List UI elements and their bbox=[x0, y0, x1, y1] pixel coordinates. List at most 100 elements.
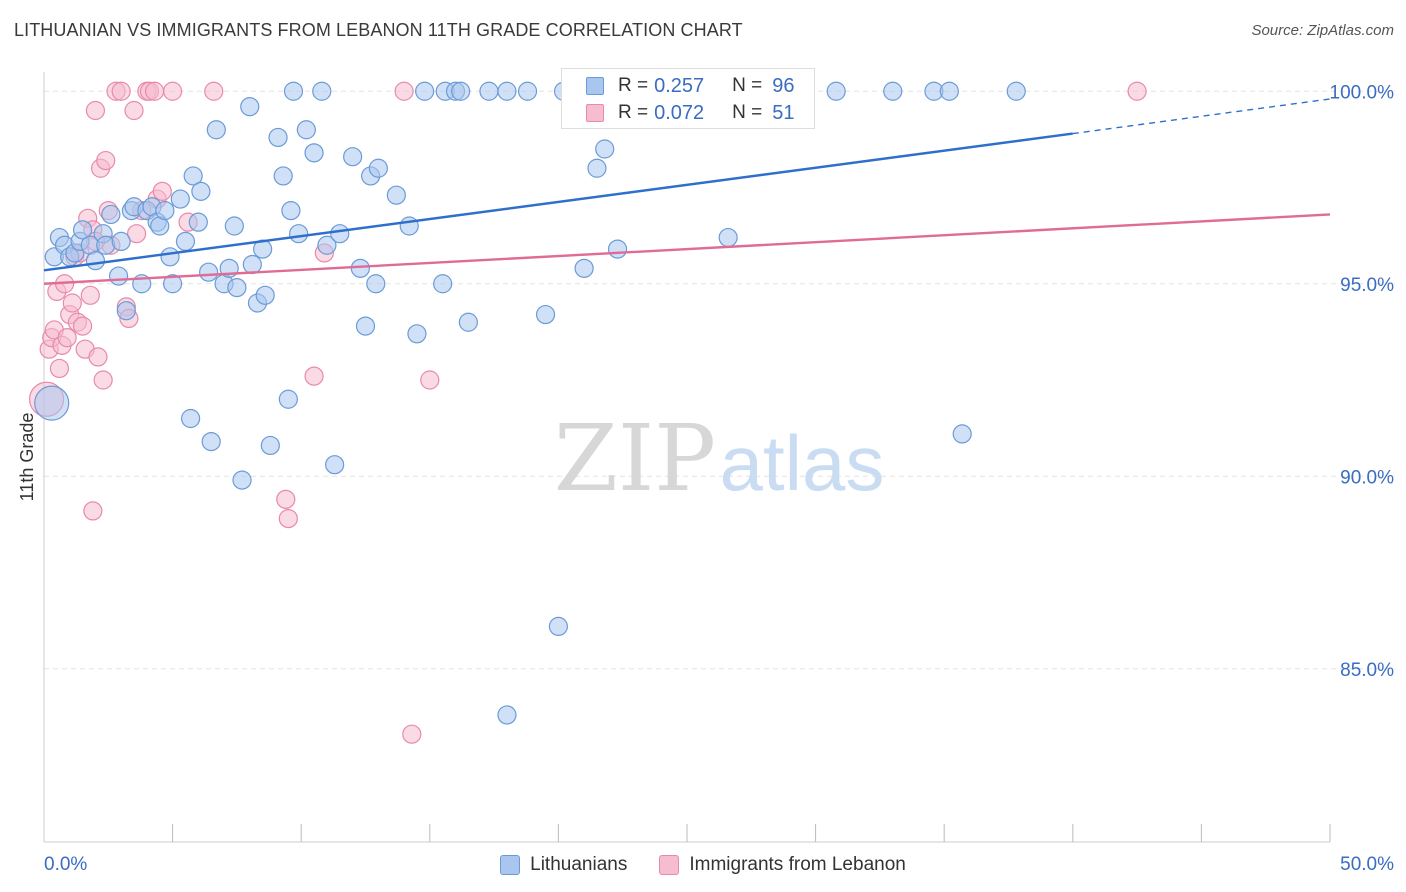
lithuanians-point-32 bbox=[199, 262, 219, 282]
lebanon-point-46 bbox=[394, 81, 414, 101]
lithuanians-point-76 bbox=[535, 304, 556, 325]
lithuanians-point-63 bbox=[368, 158, 388, 178]
lithuanians-trend-line bbox=[43, 132, 1073, 272]
y-tick-label-2: 90.0% bbox=[1340, 467, 1394, 488]
legend-label-lebanon: Immigrants from Lebanon bbox=[689, 854, 906, 875]
stats-r-value-lithuanians: 0.257 bbox=[654, 74, 705, 97]
lebanon-point-43 bbox=[278, 508, 298, 529]
lithuanians-point-67 bbox=[415, 81, 435, 101]
stats-r-label: R = bbox=[618, 102, 649, 123]
lithuanians-point-40 bbox=[240, 97, 260, 117]
lebanon-point-23 bbox=[96, 150, 116, 171]
lithuanians-point-85 bbox=[607, 239, 628, 259]
lithuanians-point-50 bbox=[283, 81, 304, 101]
legend-item-lebanon[interactable]: Immigrants from Lebanon bbox=[659, 854, 906, 876]
lithuanians-point-0 bbox=[34, 385, 70, 421]
legend-item-lithuanians[interactable]: Lithuanians bbox=[500, 854, 627, 876]
lithuanians-point-82 bbox=[587, 158, 607, 178]
lithuanians-point-58 bbox=[343, 147, 363, 167]
lithuanians-point-7 bbox=[72, 220, 93, 240]
lebanon-point-10 bbox=[62, 293, 82, 313]
lithuanians-point-95 bbox=[883, 81, 903, 101]
lithuanians-point-37 bbox=[224, 216, 244, 236]
lithuanians-point-68 bbox=[433, 274, 453, 294]
lebanon-point-40 bbox=[204, 81, 224, 101]
chart-source: Source: ZipAtlas.com bbox=[1251, 22, 1394, 39]
lithuanians-trend-extension bbox=[1072, 98, 1331, 135]
lebanon-point-48 bbox=[420, 370, 440, 390]
lithuanians-point-73 bbox=[479, 81, 499, 101]
lithuanians-point-27 bbox=[175, 231, 196, 251]
lithuanians-point-92 bbox=[718, 227, 738, 248]
lebanon-point-30 bbox=[124, 100, 144, 121]
lebanon-point-38 bbox=[163, 81, 183, 101]
lithuanians-point-49 bbox=[281, 201, 301, 221]
lithuanians-point-33 bbox=[201, 432, 221, 452]
x-tick-label-max: 50.0% bbox=[1340, 854, 1394, 875]
lithuanians-point-31 bbox=[191, 181, 211, 201]
lithuanians-point-62 bbox=[366, 274, 386, 294]
lithuanians-point-98 bbox=[952, 424, 972, 444]
series-lithuanians-points bbox=[34, 81, 1026, 725]
stats-n-value-lithuanians: 96 bbox=[772, 74, 795, 97]
stats-n-label: N = bbox=[732, 102, 763, 123]
stats-swatch-lithuanians bbox=[586, 77, 604, 95]
lithuanians-point-83 bbox=[595, 139, 615, 159]
lithuanians-point-99 bbox=[1006, 81, 1026, 101]
lebanon-point-35 bbox=[144, 81, 165, 101]
lithuanians-point-64 bbox=[386, 185, 406, 205]
lithuanians-point-66 bbox=[407, 324, 427, 344]
stats-n-value-lebanon: 51 bbox=[772, 101, 795, 124]
lithuanians-point-38 bbox=[227, 278, 247, 298]
lebanon-point-47 bbox=[402, 724, 422, 744]
y-tick-label-3: 85.0% bbox=[1340, 660, 1394, 681]
stats-r-label: R = bbox=[618, 75, 649, 96]
x-tick-label-min: 0.0% bbox=[44, 854, 87, 875]
y-axis-title: 11th Grade bbox=[17, 413, 37, 502]
lithuanians-point-72 bbox=[458, 312, 478, 332]
lithuanians-point-74 bbox=[497, 81, 517, 101]
lithuanians-point-30 bbox=[188, 212, 208, 232]
lithuanians-point-26 bbox=[170, 189, 190, 209]
lithuanians-point-55 bbox=[317, 235, 337, 255]
lithuanians-point-47 bbox=[273, 166, 293, 186]
lithuanians-point-15 bbox=[116, 301, 136, 321]
lithuanians-point-51 bbox=[289, 224, 309, 244]
lebanon-point-20 bbox=[88, 347, 108, 367]
watermark-atlas: atlas bbox=[720, 419, 885, 507]
lithuanians-point-65 bbox=[399, 216, 419, 236]
stats-r-value-lebanon: 0.072 bbox=[654, 101, 705, 124]
lithuanians-point-45 bbox=[260, 435, 280, 456]
lithuanians-point-41 bbox=[242, 254, 262, 275]
lebanon-point-41 bbox=[83, 501, 103, 521]
lebanon-point-42 bbox=[276, 489, 296, 509]
stats-row-lebanon: R = 0.072 N = 51 bbox=[586, 100, 794, 126]
lithuanians-point-97 bbox=[939, 81, 959, 101]
lebanon-point-37 bbox=[152, 181, 172, 201]
stats-row-lithuanians: R = 0.257 N = 96 bbox=[586, 73, 794, 99]
lebanon-point-49 bbox=[1127, 81, 1147, 101]
lithuanians-point-48 bbox=[278, 389, 298, 409]
lithuanians-point-77 bbox=[548, 616, 569, 637]
stats-box: R = 0.257 N = 96 R = 0.072 N = 51 bbox=[561, 68, 815, 129]
lebanon-point-19 bbox=[85, 100, 106, 121]
lithuanians-point-81 bbox=[574, 258, 594, 278]
lithuanians-point-71 bbox=[451, 81, 471, 101]
lithuanians-point-34 bbox=[206, 120, 226, 140]
lithuanians-point-29 bbox=[183, 166, 203, 186]
lithuanians-point-24 bbox=[160, 247, 180, 267]
lithuanians-point-53 bbox=[304, 143, 324, 163]
watermark-zip: ZIP bbox=[554, 405, 716, 512]
lithuanians-point-14 bbox=[111, 231, 131, 251]
watermark: ZIP atlas bbox=[554, 405, 884, 512]
stats-swatch-lebanon bbox=[586, 104, 604, 122]
grid-lines bbox=[44, 90, 1395, 670]
lebanon-point-44 bbox=[304, 366, 324, 386]
lebanon-point-14 bbox=[72, 316, 93, 336]
axes bbox=[43, 72, 1331, 843]
stats-n-label: N = bbox=[732, 75, 763, 96]
lithuanians-point-75 bbox=[517, 81, 538, 101]
lebanon-trend-line bbox=[43, 213, 1331, 285]
lebanon-point-5 bbox=[49, 358, 70, 379]
